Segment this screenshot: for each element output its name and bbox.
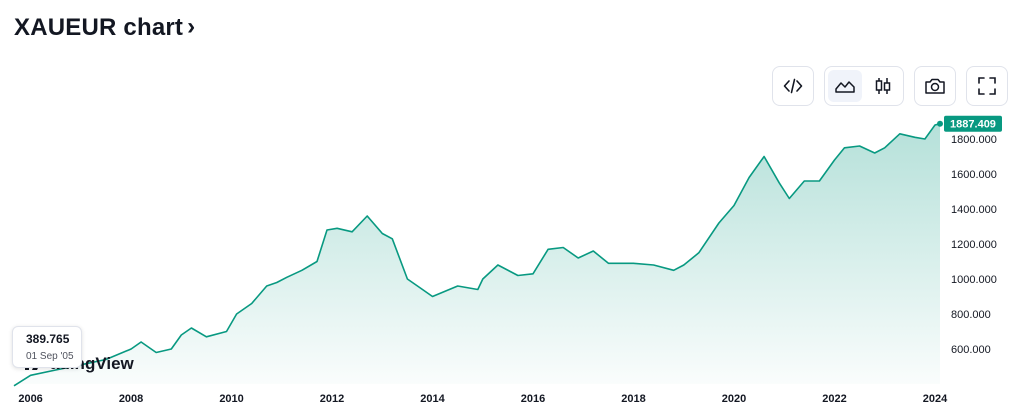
y-tick-label: 1000.000 — [951, 274, 997, 286]
chart-title-text: XAUEUR chart — [14, 14, 184, 41]
chart-style-group — [824, 66, 904, 106]
code-icon — [783, 78, 803, 94]
last-price-badge: 1887.409 — [937, 115, 1002, 132]
x-tick-label: 2022 — [822, 393, 846, 405]
last-price-value: 1887.409 — [950, 119, 996, 131]
y-tick-label: 1800.000 — [951, 134, 997, 146]
fullscreen-button[interactable] — [966, 66, 1008, 106]
x-tick-label: 2020 — [722, 393, 746, 405]
chart-toolbar — [772, 66, 1008, 106]
x-tick-label: 2014 — [420, 393, 445, 405]
fullscreen-icon — [978, 77, 996, 95]
embed-code-button[interactable] — [772, 66, 814, 106]
snapshot-button[interactable] — [914, 66, 956, 106]
x-tick-label: 2008 — [119, 393, 143, 405]
y-tick-label: 1600.000 — [951, 169, 997, 181]
price-area-fill — [14, 123, 940, 386]
tooltip-date: 01 Sep '05 — [26, 351, 74, 362]
price-line — [13, 122, 941, 387]
area-chart-icon — [835, 81, 855, 93]
x-tick-label: 2016 — [521, 393, 545, 405]
x-tick-label: 2018 — [621, 393, 645, 405]
x-tick-label: 2006 — [18, 393, 42, 405]
chevron-right-icon: › — [187, 13, 196, 40]
candlestick-style-button[interactable] — [866, 70, 900, 102]
area-chart-style-button[interactable] — [828, 70, 862, 102]
x-tick-label: 2010 — [219, 393, 243, 405]
last-price-dot — [937, 120, 943, 127]
x-tick-label: 2024 — [923, 393, 948, 405]
camera-icon — [925, 78, 945, 94]
x-axis: 2006 2008 2010 2012 2014 2016 2018 2020 2022 2024 — [18, 393, 948, 405]
y-tick-label: 800.000 — [951, 309, 991, 321]
y-axis: 600.000 800.000 1000.000 1200.000 1400.000 16… — [951, 134, 997, 356]
tooltip-value: 389.765 — [26, 332, 70, 346]
x-tick-label: 2012 — [320, 393, 344, 405]
y-tick-label: 1400.000 — [951, 204, 997, 216]
candlestick-icon — [875, 78, 891, 94]
y-tick-label: 1200.000 — [951, 239, 997, 251]
chart-title[interactable]: XAUEUR chart › — [14, 13, 196, 42]
last-price-badge-bg — [944, 115, 1002, 132]
y-tick-label: 600.000 — [951, 344, 991, 356]
crosshair-tooltip: 389.765 01 Sep '05 — [12, 326, 82, 368]
